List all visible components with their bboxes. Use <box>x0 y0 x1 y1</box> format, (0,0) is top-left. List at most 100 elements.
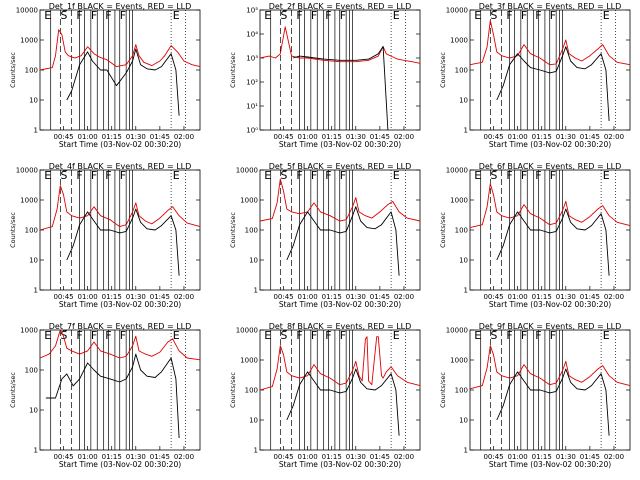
y-tick-label: 10000 <box>446 327 468 335</box>
panel-title: Det_9f BLACK = Events, RED = LLD <box>479 322 622 331</box>
x-tick-label: 01:45 <box>370 293 390 301</box>
x-tick-label: 02:00 <box>394 133 414 141</box>
interval-marker-label: F <box>296 329 302 342</box>
x-tick-label: 01:15 <box>102 293 122 301</box>
x-axis-label: Start Time (03-Nov-02 00:30:20) <box>279 140 401 149</box>
interval-marker-label: S <box>490 169 497 182</box>
y-tick-label: 10³ <box>246 55 258 63</box>
x-tick-label: 00:45 <box>53 453 73 461</box>
x-tick-label: 02:00 <box>604 453 624 461</box>
y-tick-label: 1000 <box>20 197 38 205</box>
x-tick-label: 01:15 <box>322 453 342 461</box>
interval-marker-label: E <box>603 329 610 342</box>
x-tick-label: 01:30 <box>556 453 576 461</box>
interval-marker-label: F <box>325 9 331 22</box>
events-series-line <box>496 46 610 122</box>
x-axis-label: Start Time (03-Nov-02 00:30:20) <box>489 460 611 469</box>
x-tick-label: 01:00 <box>508 453 528 461</box>
x-tick-label: 02:00 <box>174 293 194 301</box>
x-tick-label: 02:00 <box>604 133 624 141</box>
interval-marker-label: E <box>474 169 481 182</box>
events-series-line <box>293 46 389 131</box>
lld-series-line <box>259 336 421 391</box>
y-axis-label: Counts/sec <box>229 372 237 408</box>
x-tick-label: 00:45 <box>53 133 73 141</box>
interval-marker-label: F <box>105 329 111 342</box>
panel-title: Det_2f BLACK = Events, RED = LLD <box>269 2 412 11</box>
y-tick-label: 100 <box>245 387 258 395</box>
x-axis-label: Start Time (03-Nov-02 00:30:20) <box>279 460 401 469</box>
interval-marker-label: S <box>490 9 497 22</box>
lld-series-line <box>259 26 421 64</box>
x-tick-label: 01:45 <box>370 133 390 141</box>
interval-marker-label: E <box>474 9 481 22</box>
x-tick-label: 01:00 <box>78 293 98 301</box>
interval-marker-label: E <box>44 169 51 182</box>
x-axis-label: Start Time (03-Nov-02 00:30:20) <box>59 460 181 469</box>
interval-marker-label: S <box>280 329 287 342</box>
interval-marker-label: E <box>393 169 400 182</box>
panel-title: Det_6f BLACK = Events, RED = LLD <box>479 162 622 171</box>
x-tick-label: 01:45 <box>580 293 600 301</box>
panel-title: Det_5f BLACK = Events, RED = LLD <box>269 162 412 171</box>
x-tick-label: 02:00 <box>394 293 414 301</box>
y-tick-label: 10000 <box>16 7 38 15</box>
x-tick-label: 01:30 <box>346 133 366 141</box>
events-series-line <box>286 368 400 436</box>
x-tick-label: 01:15 <box>532 293 552 301</box>
interval-marker-label: F <box>506 9 512 22</box>
interval-marker-label: F <box>296 9 302 22</box>
y-tick-label: 100 <box>25 227 38 235</box>
x-tick-label: 01:15 <box>102 453 122 461</box>
interval-marker-label: E <box>264 169 271 182</box>
x-tick-label: 01:00 <box>508 293 528 301</box>
lld-series-line <box>39 329 201 361</box>
y-tick-label: 10000 <box>236 167 258 175</box>
interval-marker-label: F <box>506 329 512 342</box>
interval-marker-label: F <box>535 329 541 342</box>
interval-marker-label: F <box>76 9 82 22</box>
y-tick-label: 1000 <box>240 357 258 365</box>
x-axis-label: Start Time (03-Nov-02 00:30:20) <box>59 300 181 309</box>
y-tick-label: 1 <box>464 287 468 295</box>
x-tick-label: 00:45 <box>273 293 293 301</box>
x-tick-label: 01:00 <box>78 133 98 141</box>
y-tick-label: 10 <box>459 257 468 265</box>
panel-title: Det_8f BLACK = Events, RED = LLD <box>269 322 412 331</box>
x-tick-label: 00:45 <box>483 293 503 301</box>
y-tick-label: 10 <box>29 407 38 415</box>
interval-marker-label: E <box>173 169 180 182</box>
y-tick-label: 1 <box>34 127 38 135</box>
x-axis-label: Start Time (03-Nov-02 00:30:20) <box>59 140 181 149</box>
events-series-line <box>66 48 180 116</box>
interval-marker-label: F <box>521 9 527 22</box>
events-series-line <box>496 208 610 276</box>
y-tick-label: 100 <box>25 367 38 375</box>
x-tick-label: 02:00 <box>174 133 194 141</box>
panel-title: Det_1f BLACK = Events, RED = LLD <box>49 2 192 11</box>
interval-marker-label: F <box>76 329 82 342</box>
y-tick-label: 1000 <box>20 327 38 335</box>
y-axis-label: Counts/sec <box>9 372 17 408</box>
lld-series-line <box>39 29 201 71</box>
y-axis-label: Counts/sec <box>229 52 237 88</box>
x-tick-label: 01:30 <box>346 293 366 301</box>
y-tick-label: 100 <box>25 67 38 75</box>
interval-marker-label: F <box>535 9 541 22</box>
y-tick-label: 10 <box>459 417 468 425</box>
interval-marker-label: E <box>393 9 400 22</box>
x-tick-label: 01:45 <box>150 453 170 461</box>
x-axis-label: Start Time (03-Nov-02 00:30:20) <box>489 300 611 309</box>
y-tick-label: 10² <box>246 79 258 87</box>
x-tick-label: 01:30 <box>556 133 576 141</box>
x-tick-label: 00:45 <box>273 453 293 461</box>
y-tick-label: 10 <box>249 417 258 425</box>
x-tick-label: 01:30 <box>126 133 146 141</box>
interval-marker-label: S <box>60 169 67 182</box>
